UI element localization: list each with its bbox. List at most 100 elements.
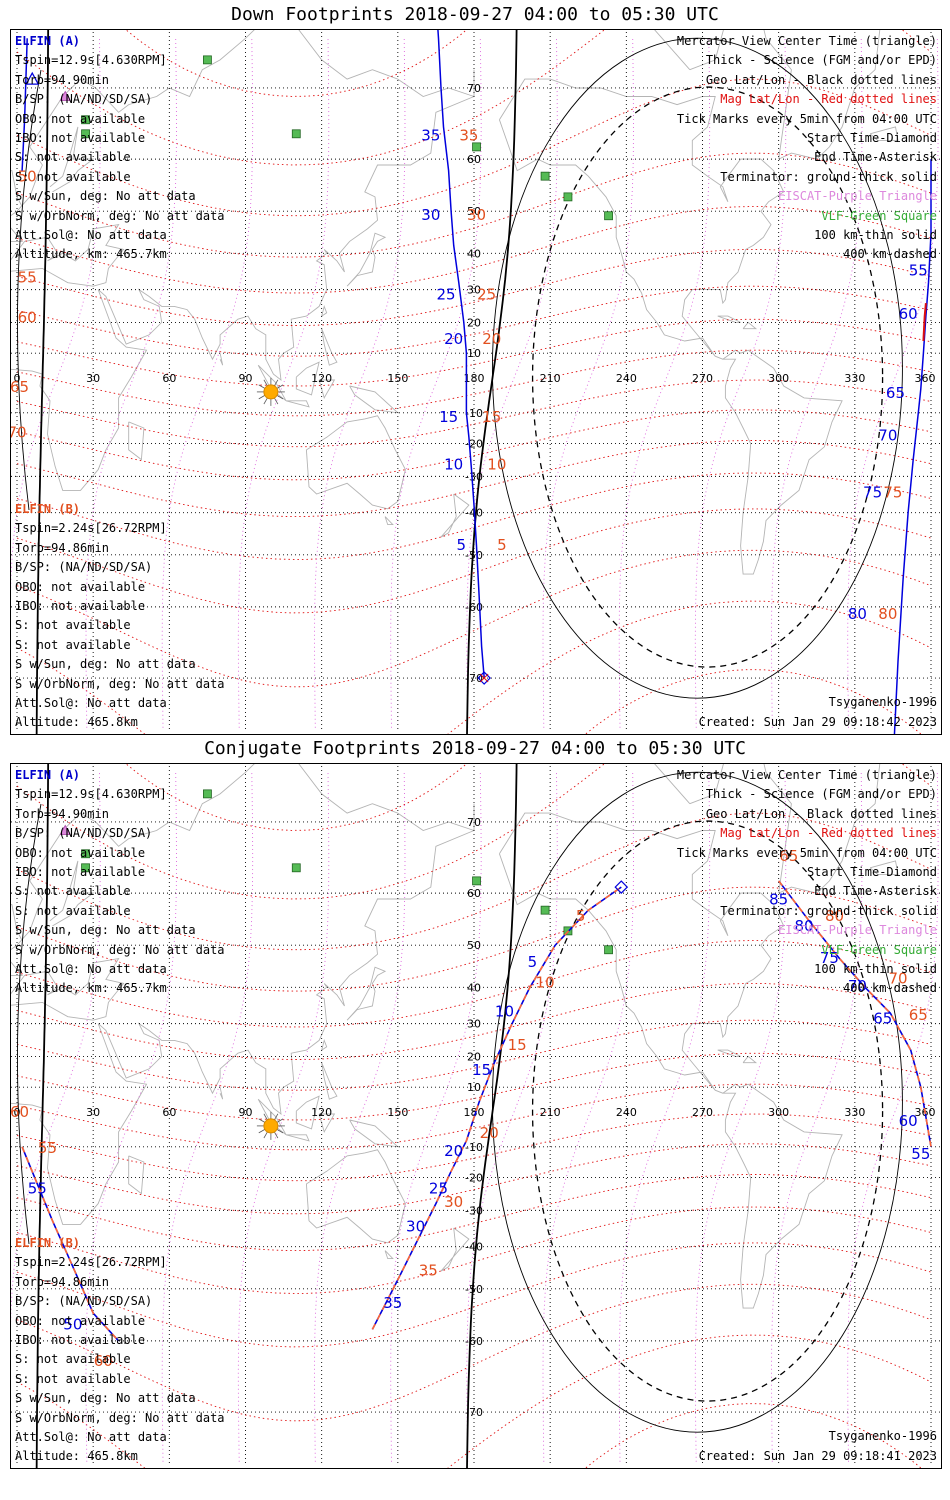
elfin-a-mag-label: 10	[487, 456, 506, 474]
lat-tick-label: 20	[467, 1050, 481, 1063]
elfin-a-info-block: ELFIN (A) Tspin=12.9s[4.630RPM] Torb=94.9…	[15, 32, 225, 265]
terminator-400km	[531, 820, 884, 1402]
mag-lon-line	[847, 38, 939, 728]
elfin-b-time-label: 65	[873, 1010, 892, 1028]
lon-tick-label: 30	[86, 1106, 100, 1119]
mag-lon-line	[161, 38, 254, 728]
mag-lon-line	[847, 772, 939, 1462]
sun-icon	[263, 1118, 279, 1134]
mag-lat-line	[16, 248, 932, 326]
legend-item: Thick - Science (FGM and/or EPD)	[705, 787, 937, 802]
coastline	[717, 1049, 741, 1057]
elfin-a-mag-label: 35	[419, 1261, 438, 1279]
vlf-station-square	[472, 876, 481, 886]
lat-tick-label: -10	[465, 1141, 483, 1154]
elfin-a-mag-label: 5	[576, 907, 586, 925]
elfin-b-mag-label: 65	[779, 847, 798, 865]
elfin-b-mag-label: 75	[883, 484, 902, 502]
coastline	[295, 361, 320, 396]
lat-tick-label: 70	[467, 82, 481, 95]
mag-lon-line	[85, 38, 177, 728]
elfin-b-time-label: 75	[863, 484, 882, 502]
coastline	[654, 764, 724, 805]
legend-item: Geo Lat/Lon - Black dotted lines	[705, 72, 937, 87]
lat-tick-label: -70	[465, 672, 483, 685]
coastline	[384, 1250, 394, 1260]
elfin-b-time-label: 70	[848, 977, 867, 995]
elfin-b-line: Att.Sol@: No att data	[15, 1430, 167, 1445]
legend-item: Geo Lat/Lon - Black dotted lines	[705, 806, 937, 821]
elfin-b-line: Torb=94.86min	[15, 540, 109, 555]
elfin-a-time-label: 20	[444, 330, 463, 348]
lon-tick-label: 210	[540, 372, 561, 385]
start-diamond	[477, 671, 492, 685]
elfin-b-time-label: 70	[878, 426, 897, 444]
elfin-b-mag-label: 70	[888, 969, 907, 987]
lon-tick-label: 120	[311, 372, 332, 385]
mag-lat-line	[16, 886, 932, 992]
vlf-station-square	[291, 129, 301, 139]
elfin-a-line: Torb=94.90min	[15, 72, 109, 87]
elfin-a-mag-label: 35	[459, 126, 478, 144]
elfin-a-line: IBO: not available	[15, 865, 146, 880]
elfin-a-line: Torb=94.90min	[15, 806, 109, 821]
model-label: Tsyganenko-1996	[828, 695, 937, 710]
vlf-station-square	[203, 55, 212, 65]
legend-block: Mercator View Center Time (triangle) Thic…	[677, 766, 937, 999]
legend-item: 100 km-thin solid	[814, 962, 937, 977]
lat-tick-label: -50	[465, 1283, 483, 1296]
elfin-b-line: OBO: not available	[15, 1313, 146, 1328]
panel-title-down: Down Footprints 2018-09-27 04:00 to 05:3…	[231, 4, 719, 25]
elfin-a-mag-label: 15	[482, 408, 501, 426]
lat-tick-label: -50	[465, 549, 483, 562]
mag-lon-line	[11, 772, 101, 1462]
eiscat-triangle	[59, 824, 71, 835]
vlf-station-square	[203, 789, 212, 799]
elfin-a-line: S w/Sun, deg: No att data	[15, 189, 196, 204]
elfin-b-mag-label: 60	[94, 1352, 113, 1370]
lon-tick-label: 240	[616, 372, 637, 385]
created-timestamp: Created: Sun Jan 29 09:18:41 2023	[698, 1448, 937, 1463]
lon-tick-label: 60	[162, 372, 176, 385]
vlf-station-square	[540, 905, 550, 915]
elfin-a-line: IBO: not available	[15, 131, 146, 146]
lon-tick-label: 30	[86, 372, 100, 385]
lon-tick-label: 270	[692, 372, 713, 385]
elfin-b-mag-label: 65	[11, 378, 29, 396]
elfin-b-time-label: 85	[769, 891, 788, 909]
elfin-a-info-block: ELFIN (A) Tspin=12.9s[4.630RPM] Torb=94.9…	[15, 766, 225, 999]
vlf-station-square	[81, 863, 90, 873]
coastline	[440, 493, 470, 538]
terminator-ground	[35, 764, 50, 1468]
mag-lat-line	[16, 1174, 932, 1252]
lat-tick-label: 70	[467, 816, 481, 829]
lat-tick-label: 30	[467, 284, 481, 297]
coastline	[285, 400, 310, 408]
elfin-a-time-label: 25	[429, 1180, 448, 1198]
lat-tick-label: 60	[467, 887, 481, 900]
elfin-a-mag-label: 5	[497, 536, 507, 554]
elfin-b-line: Altitude: 465.8km	[15, 715, 138, 730]
elfin-a-line: Altitude, km: 465.7km	[15, 981, 167, 996]
coastline	[321, 1038, 328, 1051]
elfin-b-time-label: 75	[820, 949, 839, 967]
elfin-a-time-label: 15	[472, 1061, 491, 1079]
lat-tick-label: -70	[465, 1406, 483, 1419]
footer-block: Tsyganenko-1996 Created: Sun Jan 29 09:1…	[699, 693, 937, 732]
lon-tick-label: 120	[311, 1106, 332, 1119]
coastline	[305, 1149, 406, 1244]
elfin-a-mag-label: 30	[467, 206, 486, 224]
elfin-b-mag-label: 70	[11, 423, 27, 441]
elfin-a-time-label: 20	[444, 1142, 463, 1160]
elfin-b-track	[21, 38, 28, 171]
elfin-b-line: Tspin=2.24s[26.72RPM]	[15, 521, 167, 536]
lon-tick-label: 60	[162, 1106, 176, 1119]
elfin-b-mag-label: 80	[878, 605, 897, 623]
coastline	[346, 232, 387, 287]
coastline	[11, 170, 23, 207]
elfin-a-line: S: not available	[15, 903, 131, 918]
conjugate-footprints-map-panel: 0 30 60 90 120 150 180 210 240 270 300 330 360 70 60 50…	[10, 763, 942, 1469]
elfin-a-line: S w/OrbNorm, deg: No att data	[15, 942, 225, 957]
mag-lat-line	[16, 764, 932, 900]
lat-tick-label: -60	[465, 1335, 483, 1348]
